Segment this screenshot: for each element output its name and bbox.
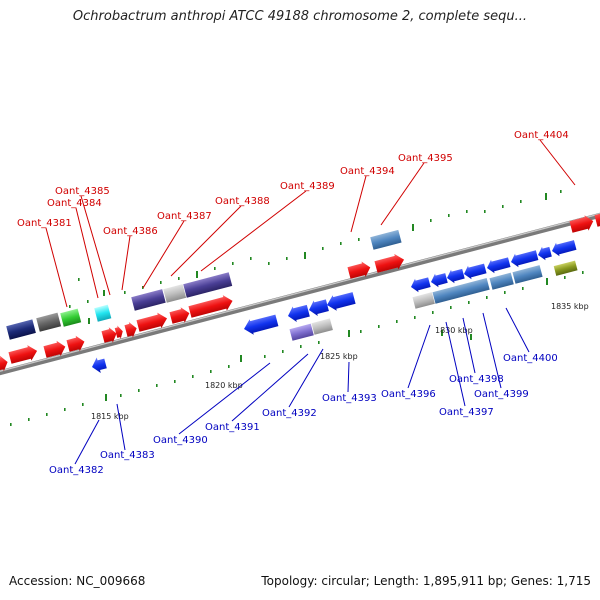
genome-backbone xyxy=(0,212,600,376)
gene-feature[interactable] xyxy=(124,320,139,338)
gene-feature[interactable] xyxy=(94,304,112,322)
gene-label-oant-4397[interactable]: Oant_4397 xyxy=(439,407,494,418)
gene-label-oant-4382[interactable]: Oant_4382 xyxy=(49,465,104,476)
gene-label-oant-4392[interactable]: Oant_4392 xyxy=(262,408,317,419)
gene-label-oant-4404[interactable]: Oant_4404 xyxy=(514,130,569,141)
gene-feature[interactable] xyxy=(66,334,87,354)
gene-label-oant-4391[interactable]: Oant_4391 xyxy=(205,422,260,433)
gene-feature[interactable] xyxy=(136,311,169,334)
gene-label-oant-4384[interactable]: Oant_4384 xyxy=(47,198,102,209)
lower-features xyxy=(90,238,577,375)
gene-feature[interactable] xyxy=(43,339,67,360)
top-gene-labels: Oant_4381 Oant_4384 Oant_4385 Oant_4386 … xyxy=(17,130,569,237)
gene-feature[interactable] xyxy=(445,267,465,285)
gene-feature[interactable] xyxy=(311,318,333,335)
gene-feature[interactable] xyxy=(8,343,39,366)
gene-feature[interactable] xyxy=(429,271,448,289)
gene-feature[interactable] xyxy=(489,272,514,290)
gene-feature[interactable] xyxy=(347,260,372,281)
top-leader-lines xyxy=(45,139,576,308)
gene-feature[interactable] xyxy=(36,312,62,332)
gene-feature[interactable] xyxy=(374,252,406,275)
scale-label-1825: 1825 kbp xyxy=(320,352,358,361)
gene-feature[interactable] xyxy=(60,308,82,327)
gene-feature[interactable] xyxy=(509,248,539,268)
gene-feature[interactable] xyxy=(432,277,490,304)
map-title: Ochrobactrum anthropi ATCC 49188 chromos… xyxy=(72,9,528,24)
gene-feature[interactable] xyxy=(307,297,329,317)
gene-feature[interactable] xyxy=(462,262,487,281)
gene-label-oant-4381[interactable]: Oant_4381 xyxy=(17,218,72,229)
gene-feature[interactable] xyxy=(594,211,600,229)
gene-label-oant-4383[interactable]: Oant_4383 xyxy=(100,450,155,461)
gene-label-oant-4393[interactable]: Oant_4393 xyxy=(322,393,377,404)
upper-tick-track xyxy=(69,190,562,324)
bottom-gene-labels: Oant_4382 Oant_4383 Oant_4390 Oant_4391 … xyxy=(49,353,558,476)
gene-feature[interactable] xyxy=(131,289,166,311)
gene-feature[interactable] xyxy=(169,305,191,325)
gene-feature[interactable] xyxy=(183,272,233,298)
gene-feature[interactable] xyxy=(90,356,108,375)
gene-feature[interactable] xyxy=(553,260,578,276)
accession-label: Accession: NC_009668 xyxy=(9,574,146,588)
gene-feature[interactable] xyxy=(286,303,310,324)
genome-summary: Topology: circular; Length: 1,895,911 bp… xyxy=(261,574,591,588)
gene-feature[interactable] xyxy=(242,313,279,337)
gene-feature[interactable] xyxy=(512,265,543,284)
gene-feature[interactable] xyxy=(0,354,10,373)
gene-feature[interactable] xyxy=(370,229,402,250)
gene-label-oant-4394[interactable]: Oant_4394 xyxy=(340,166,395,177)
gene-label-oant-4385[interactable]: Oant_4385 xyxy=(55,186,110,197)
gene-feature[interactable] xyxy=(485,255,511,274)
scale-label-1830: 1830 kbp xyxy=(435,326,473,335)
gene-feature[interactable] xyxy=(409,275,431,293)
gene-feature[interactable] xyxy=(6,319,36,340)
kbp-scale: 1815 kbp 1820 kbp 1825 kbp 1830 kbp 1835… xyxy=(91,302,589,421)
gene-feature[interactable] xyxy=(550,238,577,258)
gene-label-oant-4396[interactable]: Oant_4396 xyxy=(381,389,436,400)
gene-feature[interactable] xyxy=(163,284,187,303)
gene-label-oant-4398[interactable]: Oant_4398 xyxy=(449,374,504,385)
gene-label-oant-4386[interactable]: Oant_4386 xyxy=(103,226,158,237)
gene-label-oant-4390[interactable]: Oant_4390 xyxy=(153,435,208,446)
gene-label-oant-4389[interactable]: Oant_4389 xyxy=(280,181,335,192)
gene-feature[interactable] xyxy=(101,326,119,345)
upper-features xyxy=(0,211,600,373)
scale-label-1815: 1815 kbp xyxy=(91,412,129,421)
scale-label-1835: 1835 kbp xyxy=(551,302,589,311)
gene-feature[interactable] xyxy=(569,213,595,234)
gene-label-oant-4400[interactable]: Oant_4400 xyxy=(503,353,558,364)
lower-tick-track xyxy=(10,271,584,426)
bottom-leader-lines xyxy=(74,307,530,465)
gene-label-oant-4395[interactable]: Oant_4395 xyxy=(398,153,453,164)
gene-feature[interactable] xyxy=(536,245,552,262)
gene-label-oant-4387[interactable]: Oant_4387 xyxy=(157,211,212,222)
gene-feature[interactable] xyxy=(188,293,235,320)
scale-label-1820: 1820 kbp xyxy=(205,381,243,390)
gene-feature[interactable] xyxy=(114,324,124,340)
gene-feature[interactable] xyxy=(412,292,435,309)
gene-label-oant-4399[interactable]: Oant_4399 xyxy=(474,389,529,400)
gene-feature[interactable] xyxy=(289,323,314,341)
gene-feature[interactable] xyxy=(325,290,356,313)
gene-label-oant-4388[interactable]: Oant_4388 xyxy=(215,196,270,207)
